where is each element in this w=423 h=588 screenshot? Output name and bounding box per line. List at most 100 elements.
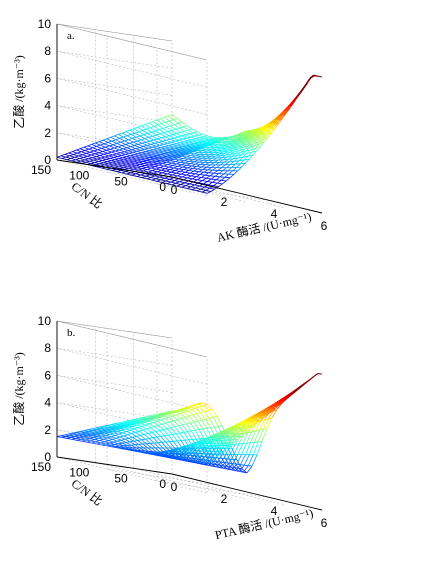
mesh-line (94, 153, 101, 156)
y-axis-line (56, 456, 173, 475)
mesh-line (190, 455, 197, 462)
mesh-line (98, 161, 104, 164)
mesh-line (184, 171, 191, 174)
mesh-line (198, 134, 204, 138)
mesh-line (97, 157, 102, 160)
mesh-line (160, 177, 165, 181)
mesh-line (128, 138, 133, 141)
mesh-line (318, 373, 323, 375)
mesh-line (82, 153, 87, 156)
grid-line (133, 468, 284, 505)
mesh-line (81, 440, 88, 443)
mesh-line (91, 441, 96, 444)
mesh-line (121, 155, 127, 158)
mesh-line (243, 419, 248, 423)
mesh-line (254, 141, 259, 146)
mesh-line (60, 434, 65, 437)
mesh-line (132, 150, 137, 153)
mesh-line (248, 154, 254, 160)
mesh-line (69, 155, 75, 158)
mesh-line (110, 147, 115, 150)
mesh-line (112, 437, 117, 440)
mesh-line (167, 130, 172, 132)
mesh-line (207, 148, 212, 152)
mesh-line (244, 158, 250, 161)
mesh-line (189, 159, 194, 162)
mesh-line (96, 166, 103, 169)
z-tick-label: 10 (38, 314, 52, 328)
mesh-line (92, 146, 97, 149)
mesh-line (197, 157, 202, 161)
mesh-line (146, 128, 152, 133)
mesh-line (164, 145, 169, 148)
mesh-line (173, 449, 178, 452)
mesh-line (128, 139, 134, 143)
mesh-line (275, 404, 281, 409)
mesh-line (193, 403, 198, 406)
mesh-line (173, 166, 178, 169)
mesh-line (138, 168, 143, 171)
mesh-line (167, 449, 172, 452)
mesh-line (208, 172, 214, 174)
mesh-line (116, 425, 121, 427)
mesh-line (159, 144, 165, 148)
mesh-line (213, 137, 218, 140)
mesh-line (86, 440, 91, 443)
mesh-line (213, 440, 218, 444)
mesh-line (207, 181, 213, 183)
mesh-line (99, 438, 104, 441)
mesh-line (195, 429, 200, 431)
mesh-line (98, 436, 103, 439)
mesh-line (154, 426, 160, 431)
mesh-line (214, 175, 221, 178)
x-tick-label: 2 (221, 195, 228, 209)
mesh-line (150, 443, 156, 449)
mesh-line (107, 152, 113, 156)
mesh-line (250, 430, 256, 443)
surface-mesh (56, 74, 323, 194)
mesh-line (160, 133, 166, 138)
y-tick-label: 0 (159, 477, 166, 491)
mesh-line (205, 459, 210, 462)
mesh-line (186, 174, 192, 177)
mesh-line (230, 432, 235, 436)
mesh-line (199, 159, 204, 163)
mesh-line (147, 160, 152, 163)
x-axis-label: PTA 酶活 /(U·mg⁻¹) (213, 505, 314, 542)
mesh-line (211, 408, 218, 417)
mesh-line (191, 409, 197, 415)
mesh-line (201, 189, 206, 193)
mesh-line (95, 426, 100, 429)
mesh-line (219, 173, 225, 178)
mesh-line (140, 138, 145, 141)
mesh-line (156, 180, 163, 183)
mesh-line (196, 188, 201, 192)
mesh-line (214, 173, 220, 177)
mesh-line (175, 453, 180, 457)
mesh-line (240, 148, 245, 153)
mesh-line (189, 444, 194, 447)
mesh-line (213, 182, 218, 187)
mesh-line (107, 160, 112, 163)
mesh-line (160, 435, 165, 437)
mesh-line (147, 131, 152, 134)
mesh-line (84, 436, 89, 439)
mesh-line (171, 184, 178, 187)
mesh-line (198, 450, 203, 454)
mesh-line (145, 150, 150, 153)
mesh-line (168, 449, 173, 452)
mesh-line (71, 438, 76, 440)
mesh-line (184, 152, 189, 155)
mesh-line (142, 419, 147, 422)
mesh-line (79, 430, 84, 432)
mesh-line (143, 170, 149, 173)
mesh-line (166, 456, 171, 459)
mesh-line (185, 406, 190, 408)
mesh-line (203, 145, 208, 148)
mesh-line (141, 424, 146, 427)
mesh-line (146, 416, 151, 419)
mesh-line (185, 460, 190, 463)
mesh-line (135, 135, 140, 138)
mesh-line (202, 180, 208, 182)
